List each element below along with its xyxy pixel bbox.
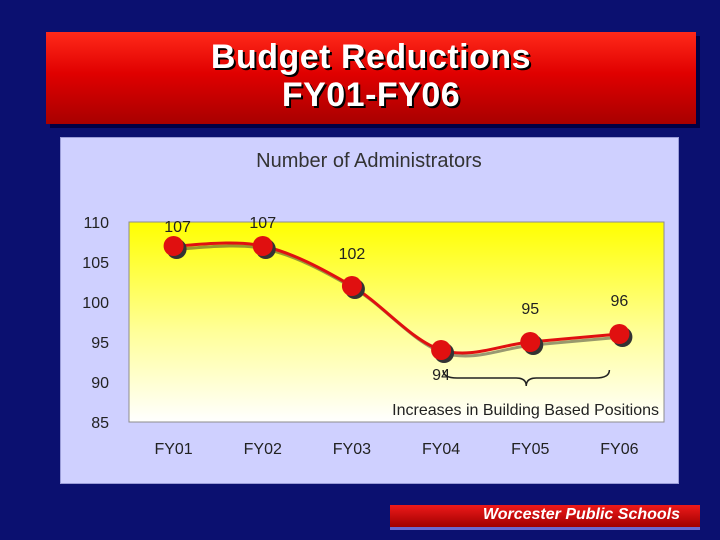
data-label: 95 [521,301,539,318]
data-label: 107 [164,219,191,236]
y-tick-label: 95 [91,335,109,352]
line-chart: Number of Administrators 110 105 100 95 90 85 F… [82,150,665,458]
footer-banner: Worcester Public Schools [390,505,700,530]
x-tick-label: FY06 [600,441,638,458]
x-tick-label: FY02 [244,441,282,458]
data-point [252,236,273,256]
data-point [431,340,452,360]
x-tick-label: FY05 [511,441,549,458]
data-label: 102 [339,246,366,263]
data-point [520,332,541,352]
data-point [609,324,630,344]
chart-panel: Number of Administrators 110 105 100 95 90 85 F… [60,137,679,484]
y-tick-label: 105 [82,255,109,272]
data-label: 94 [432,367,450,384]
annotation-text: Increases in Building Based Positions [392,402,659,419]
data-point [341,276,362,296]
y-tick-label: 100 [82,295,109,312]
annotation-brace [442,369,611,387]
y-tick-label: 110 [83,215,109,232]
data-point [163,236,184,256]
x-tick-label: FY03 [333,441,371,458]
y-tick-label: 90 [91,375,109,392]
slide-title-line-1: Budget Reductions [210,38,532,76]
y-tick-label: 85 [91,415,109,432]
slide-title-line-2: FY01-FY06 [281,76,461,114]
data-label: 107 [249,215,276,232]
x-tick-label: FY04 [422,441,460,458]
chart-title: Number of Administrators [256,150,482,172]
footer-label: Worcester Public Schools [482,506,680,523]
data-label: 96 [611,293,629,310]
title-banner: Budget Reductions FY01-FY06 [46,32,696,124]
x-tick-label: FY01 [154,441,192,458]
